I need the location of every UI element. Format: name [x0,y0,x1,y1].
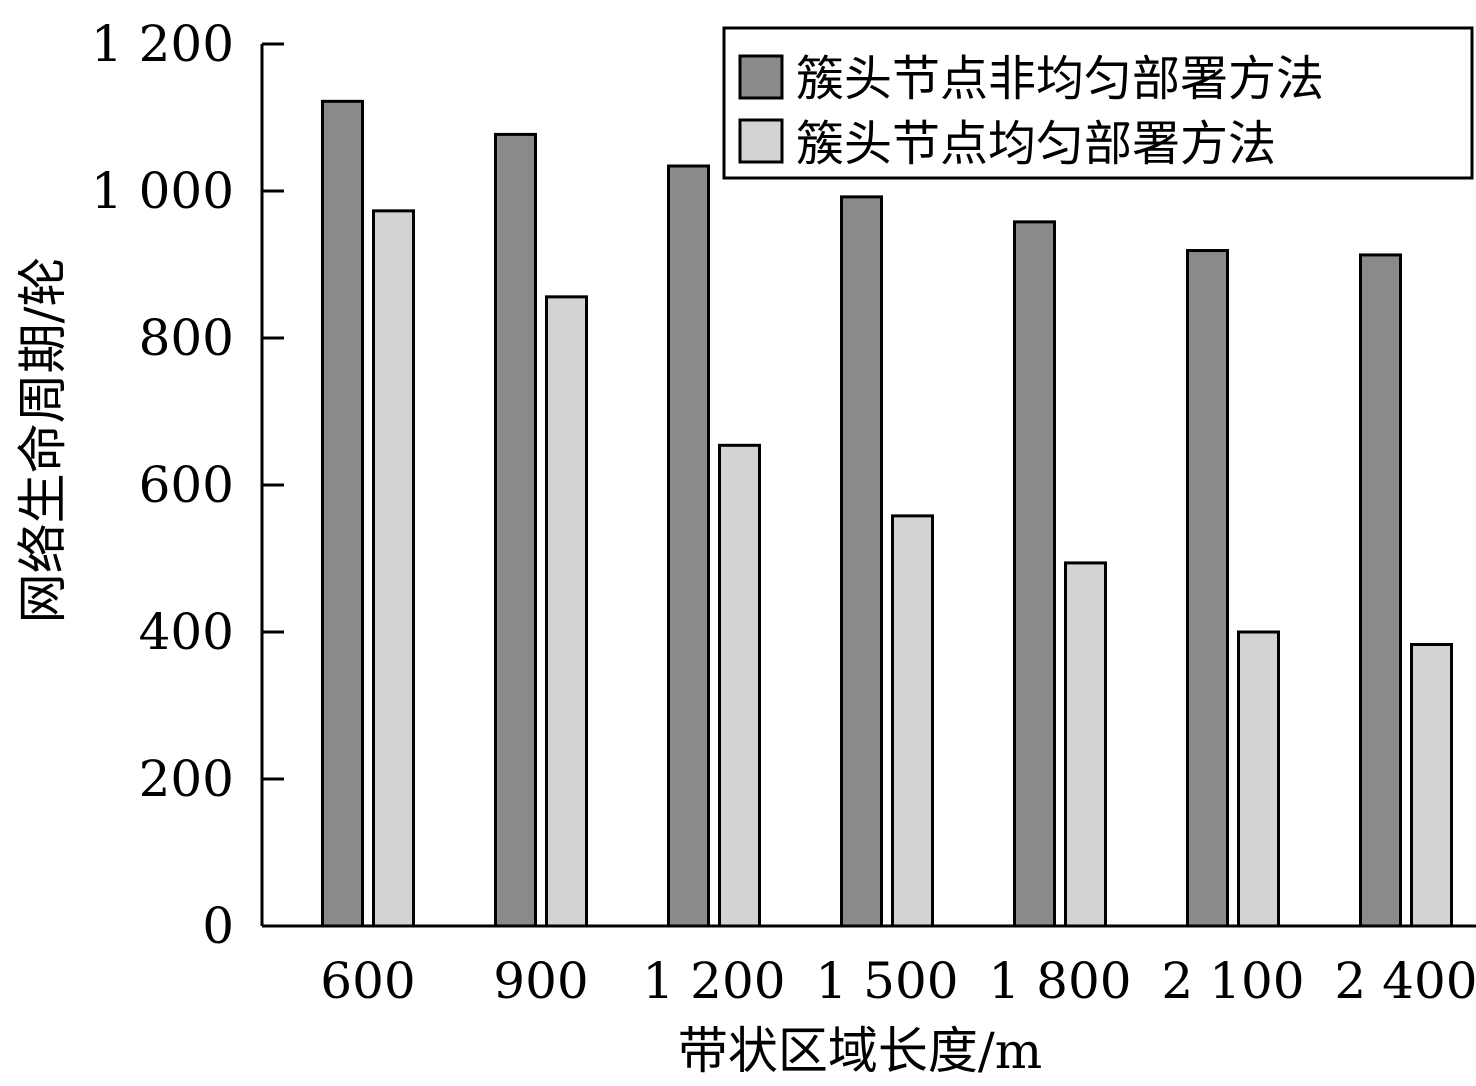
y-tick-label: 800 [139,309,234,367]
bar-uniform [1410,642,1453,928]
y-tick-label: 400 [139,603,234,661]
legend-swatch-nonuniform [738,54,784,100]
bar-uniform [545,295,588,928]
bar-nonuniform [1359,253,1402,928]
legend-box [722,26,1474,180]
x-tick-label: 900 [493,952,588,1010]
legend-label-uniform: 簇头节点均匀部署方法 [796,116,1276,172]
y-tick-label: 1 200 [91,15,234,73]
y-tick-label: 600 [139,456,234,514]
legend-swatch-uniform [738,118,784,164]
legend-label-nonuniform: 簇头节点非均匀部署方法 [796,51,1324,107]
x-ticks-group: 600 900 1 200 1 500 1 800 2 100 2 400 [320,952,1476,1010]
y-ticks-group: 0 200 400 600 800 1 000 1 200 [91,15,284,955]
y-tick-label: 1 000 [91,162,234,220]
x-tick-label: 2 100 [1161,952,1304,1010]
legend: 簇头节点非均匀部署方法 簇头节点均匀部署方法 [722,26,1474,180]
bar-nonuniform [1013,220,1056,928]
bar-nonuniform [321,99,364,928]
bar-nonuniform [840,195,883,928]
x-tick-label: 1 500 [815,952,958,1010]
bars-group [321,99,1453,928]
y-axis-title: 网络生命周期/轮 [14,257,72,624]
bar-uniform [1064,561,1107,928]
x-tick-label: 1 800 [988,952,1131,1010]
bar-uniform [718,443,761,928]
bar-nonuniform [1186,249,1229,928]
bar-nonuniform [494,132,537,928]
x-tick-label: 600 [320,952,415,1010]
x-tick-label: 1 200 [642,952,785,1010]
bar-uniform [1237,630,1280,928]
bar-uniform [372,209,415,928]
bar-uniform [891,514,934,928]
x-tick-label: 2 400 [1334,952,1476,1010]
y-tick-label: 200 [139,750,234,808]
y-tick-label: 0 [202,897,234,955]
x-axis-title: 带状区域长度/m [678,1022,1042,1080]
bar-nonuniform [667,164,710,928]
